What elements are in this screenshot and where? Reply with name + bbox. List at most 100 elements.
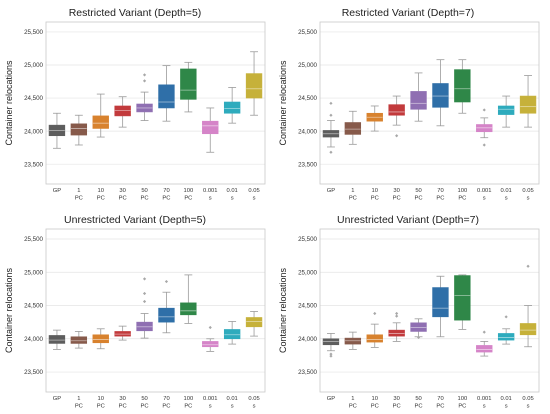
y-axis-label: Container relocations — [278, 267, 288, 353]
x-tick-label: PC — [415, 404, 423, 410]
x-tick-label: 70 — [437, 188, 443, 194]
x-tick-label: PC — [75, 196, 83, 202]
x-tick-label: 30 — [393, 396, 399, 402]
outlier-point — [329, 352, 333, 356]
x-tick-label: 100 — [458, 396, 468, 402]
x-tick-label: PC — [97, 196, 105, 202]
box-body — [497, 333, 515, 341]
x-tick-label: s — [483, 196, 486, 202]
box-6 — [432, 59, 449, 127]
x-tick-label: s — [253, 196, 256, 202]
outlier-point — [395, 311, 399, 316]
x-tick-label: s — [483, 404, 486, 410]
x-tick-label: 10 — [98, 396, 104, 402]
box-body — [497, 105, 515, 115]
x-tick-label: 100 — [184, 188, 194, 194]
box-body — [92, 334, 109, 344]
x-tick-label: PC — [415, 196, 423, 202]
y-tick-label: 24,000 — [298, 336, 317, 343]
x-tick-label: GP — [53, 188, 62, 194]
box-body — [410, 91, 427, 110]
chart-panel-2: Restricted Variant (Depth=7) Container re… — [278, 7, 540, 202]
box-1 — [322, 333, 340, 358]
box-5 — [410, 72, 427, 122]
x-tick-label: s — [505, 404, 508, 410]
y-tick-label: 24,500 — [298, 303, 317, 310]
box-7 — [454, 274, 471, 330]
x-tick-label: 30 — [119, 188, 125, 194]
x-tick-label: PC — [349, 196, 357, 202]
outlier-point — [526, 264, 530, 268]
x-tick-label: PC — [141, 196, 149, 202]
box-6 — [158, 279, 175, 334]
x-tick-label: 100 — [184, 396, 194, 402]
box-1 — [48, 112, 66, 149]
box-2 — [70, 331, 88, 349]
x-tick-label: PC — [371, 196, 379, 202]
x-tick-label: 50 — [141, 396, 147, 402]
box-10 — [519, 264, 537, 348]
y-axis-label: Container relocations — [4, 60, 14, 146]
box-body — [202, 120, 219, 135]
y-tick-label: 24,000 — [24, 128, 43, 135]
x-tick-label: 0.001 — [477, 396, 492, 402]
plot-frame — [319, 228, 540, 393]
box-body — [70, 336, 88, 344]
x-tick-label: GP — [53, 396, 62, 402]
x-tick-label: PC — [184, 404, 192, 410]
x-tick-label: 1 — [351, 396, 354, 402]
box-4 — [114, 96, 131, 128]
x-tick-label: PC — [162, 196, 170, 202]
box-8 — [202, 325, 219, 352]
x-tick-label: PC — [458, 404, 466, 410]
box-9 — [497, 315, 515, 345]
box-10 — [245, 311, 263, 337]
outlier-point — [482, 143, 486, 147]
x-tick-label: PC — [393, 196, 401, 202]
y-tick-label: 24,500 — [24, 95, 43, 102]
box-body — [223, 329, 241, 340]
x-tick-label: PC — [184, 196, 192, 202]
box-2 — [70, 114, 88, 146]
x-tick-label: PC — [436, 196, 444, 202]
x-tick-label: 50 — [141, 188, 147, 194]
x-tick-label: 50 — [415, 396, 421, 402]
box-body — [92, 115, 109, 129]
box-4 — [388, 311, 405, 342]
panel-title: Restricted Variant (Depth=7) — [342, 7, 475, 19]
x-tick-label: 70 — [437, 396, 443, 402]
x-tick-label: 0.001 — [203, 396, 218, 402]
x-tick-label: 100 — [458, 188, 468, 194]
x-tick-label: 10 — [372, 188, 378, 194]
box-7 — [180, 61, 197, 113]
x-tick-label: 50 — [415, 188, 421, 194]
y-tick-label: 25,500 — [298, 29, 317, 36]
box-10 — [519, 75, 537, 128]
y-tick-label: 24,500 — [298, 95, 317, 102]
outlier-point — [482, 108, 486, 112]
x-tick-label: 0.05 — [522, 188, 533, 194]
x-tick-label: PC — [349, 404, 357, 410]
x-tick-label: PC — [458, 196, 466, 202]
x-tick-label: 0.01 — [501, 396, 512, 402]
box-1 — [322, 101, 340, 154]
y-tick-label: 23,500 — [298, 161, 317, 168]
x-tick-label: 30 — [119, 396, 125, 402]
plot-frame — [45, 21, 266, 185]
box-body — [245, 73, 263, 99]
outlier-point — [142, 73, 147, 77]
y-tick-label: 24,000 — [298, 128, 317, 135]
x-tick-label: 0.05 — [248, 188, 259, 194]
x-tick-label: PC — [75, 404, 83, 410]
x-tick-label: 0.001 — [477, 188, 492, 194]
panel-title: Unrestricted Variant (Depth=5) — [64, 214, 206, 226]
x-tick-label: PC — [119, 196, 127, 202]
y-tick-label: 24,500 — [24, 303, 43, 310]
box-body — [223, 101, 241, 114]
y-tick-label: 25,500 — [24, 29, 43, 36]
x-tick-label: 1 — [77, 188, 80, 194]
outlier-point — [329, 150, 333, 154]
y-tick-label: 25,500 — [298, 236, 317, 243]
outlier-point — [142, 291, 147, 296]
outlier-point — [164, 279, 169, 284]
